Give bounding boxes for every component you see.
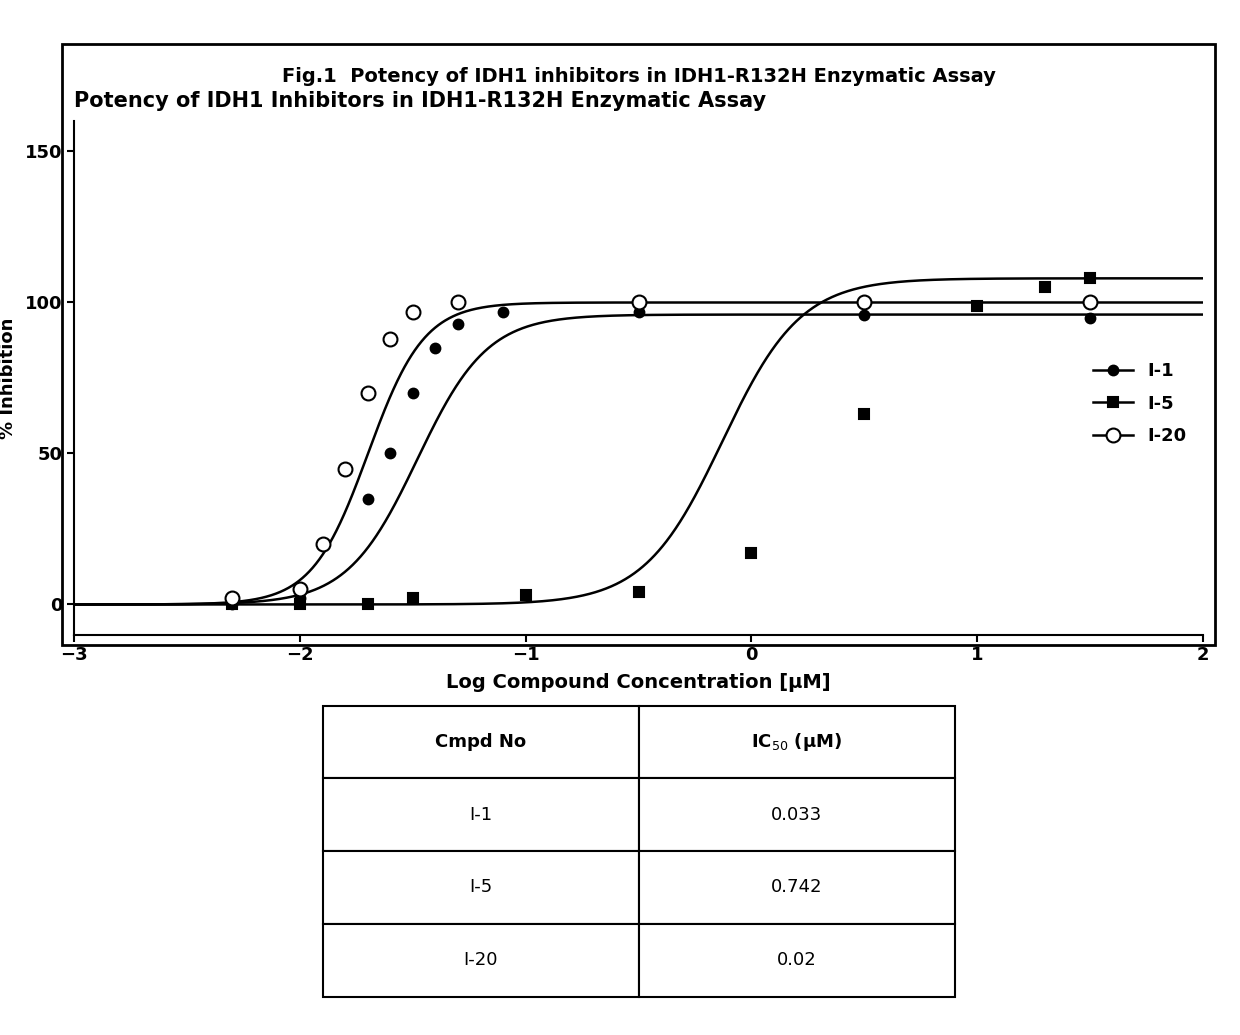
Legend: I-1, I-5, I-20: I-1, I-5, I-20 <box>1086 355 1194 452</box>
Text: Fig.1  Potency of IDH1 inhibitors in IDH1-R132H Enzymatic Assay: Fig.1 Potency of IDH1 inhibitors in IDH1… <box>281 67 996 86</box>
X-axis label: Log Compound Concentration [μM]: Log Compound Concentration [μM] <box>446 673 831 691</box>
Text: Potency of IDH1 Inhibitors in IDH1-R132H Enzymatic Assay: Potency of IDH1 Inhibitors in IDH1-R132H… <box>74 91 766 112</box>
Y-axis label: % Inhibition: % Inhibition <box>0 318 17 439</box>
